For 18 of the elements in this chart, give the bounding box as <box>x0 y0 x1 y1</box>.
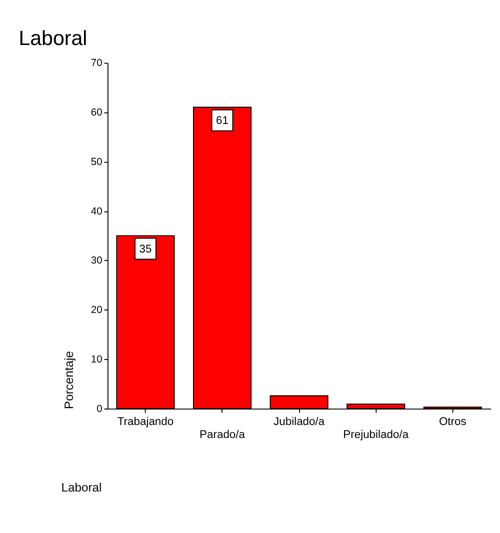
y-tick-label: 70 <box>90 58 103 70</box>
y-tick-label: 50 <box>90 156 103 168</box>
x-axis-title: Laboral <box>61 480 102 494</box>
data-label: 35 <box>139 244 152 256</box>
chart-title: Laboral <box>18 27 88 50</box>
y-tick-label: 40 <box>90 206 103 218</box>
x-tick-label: Trabajando <box>117 416 174 428</box>
x-tick-label: Jubilado/a <box>274 416 326 428</box>
y-tick-label: 60 <box>90 107 103 118</box>
x-tick-label: Prejubilado/a <box>343 429 410 442</box>
x-tick-label: Otros <box>438 416 467 428</box>
data-label: 61 <box>216 115 229 128</box>
x-tick-label: Parado/a <box>200 429 246 442</box>
y-tick-label: 0 <box>96 404 103 415</box>
y-tick-label: 30 <box>90 256 103 267</box>
y-axis-title: Porcentaje <box>62 350 76 410</box>
y-tick-label: 20 <box>90 305 103 316</box>
y-tick-label: 10 <box>90 354 103 366</box>
